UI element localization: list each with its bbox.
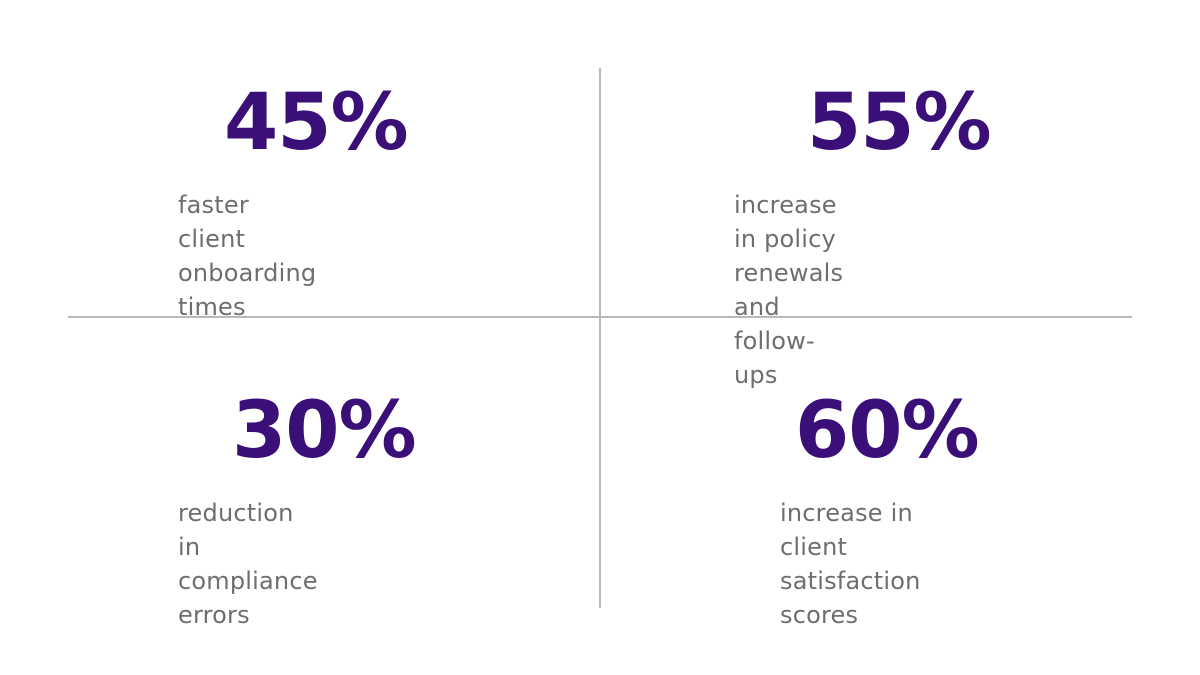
stat-description-line: and follow-ups	[734, 293, 815, 389]
stat-description: increase in client satisfaction scores	[780, 496, 921, 632]
stat-description-line: reduction in compliance	[178, 499, 318, 595]
stat-description: increase in policy renewals and follow-u…	[734, 188, 843, 392]
stat-description-line: faster client	[178, 191, 249, 253]
vertical-divider	[599, 68, 601, 608]
stat-description-line: onboarding times	[178, 259, 317, 321]
stat-description-line: errors	[178, 601, 250, 629]
stat-description-line: increase in client	[780, 499, 913, 561]
stat-value: 45%	[224, 78, 409, 168]
horizontal-divider	[68, 316, 1132, 318]
stat-value: 60%	[795, 386, 980, 476]
stat-description-line: increase in policy renewals	[734, 191, 844, 287]
stat-value: 30%	[232, 386, 417, 476]
stat-description-line: satisfaction scores	[780, 567, 921, 629]
stat-description: reduction in compliance errors	[178, 496, 318, 632]
stat-value: 55%	[807, 78, 992, 168]
stat-description: faster client onboarding times	[178, 188, 316, 324]
